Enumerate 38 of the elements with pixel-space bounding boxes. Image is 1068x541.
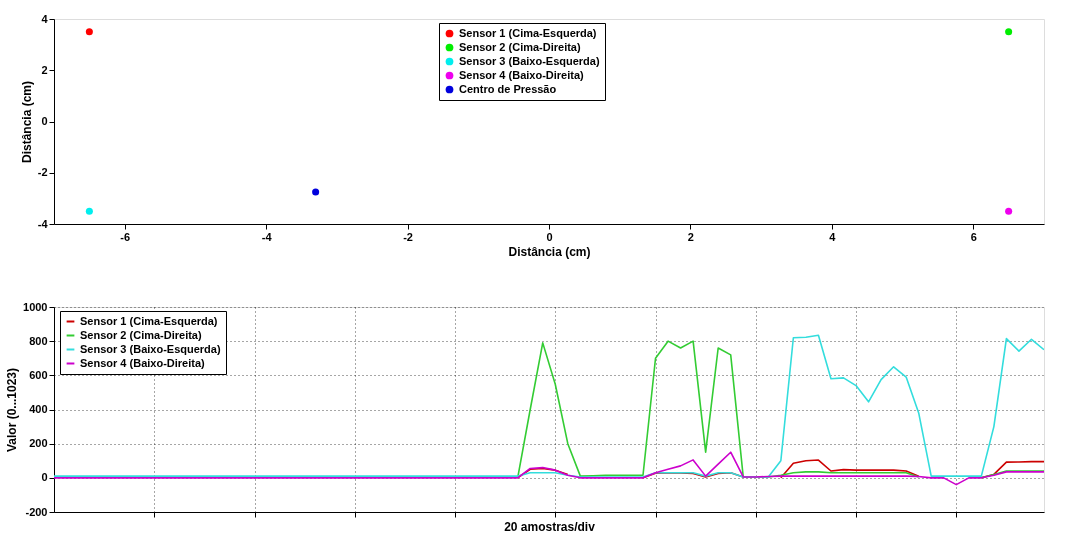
y-tick-label: -2 bbox=[37, 166, 48, 179]
y-tick-label: 200 bbox=[29, 437, 48, 450]
x-axis-title: 20 amostras/div bbox=[504, 520, 596, 534]
point bbox=[85, 28, 93, 36]
x-tick-label: 4 bbox=[829, 230, 837, 243]
y-tick-label: -200 bbox=[25, 505, 48, 518]
y-tick-label: 600 bbox=[29, 368, 48, 381]
point bbox=[312, 188, 320, 196]
y-tick-label: -4 bbox=[37, 217, 49, 230]
y-tick-label: 0 bbox=[41, 115, 48, 127]
x-tick-label: -4 bbox=[261, 230, 273, 243]
y-tick-label: 800 bbox=[29, 334, 48, 347]
x-tick-label: -2 bbox=[403, 230, 413, 243]
x-tick-label: -6 bbox=[120, 230, 131, 243]
x-axis-title: Distância (cm) bbox=[508, 244, 591, 259]
legend-label: Sensor 4 (Baixo-Direita) bbox=[459, 68, 585, 81]
legend-label: Sensor 3 (Baixo-Esquerda) bbox=[459, 54, 600, 67]
x-tick-label: 2 bbox=[687, 230, 694, 243]
legend-label: Sensor 1 (Cima-Esquerda) bbox=[459, 26, 597, 39]
y-tick-label: 400 bbox=[29, 403, 48, 415]
legend-label: Centro de Pressão bbox=[459, 82, 557, 95]
y-axis-title: Distância (cm) bbox=[19, 80, 34, 164]
line-series bbox=[54, 451, 1044, 486]
legend-label: Sensor 1 (Cima-Esquerda) bbox=[80, 314, 218, 327]
y-tick-label: 4 bbox=[41, 12, 49, 25]
legend-label: Sensor 2 (Cima-Direita) bbox=[80, 328, 202, 341]
x-tick-label: 0 bbox=[546, 230, 553, 243]
y-axis-title: Valor (0...1023) bbox=[5, 367, 20, 453]
x-tick-label: 6 bbox=[970, 230, 977, 243]
y-tick-label: 1000 bbox=[23, 300, 48, 313]
legend-label: Sensor 2 (Cima-Direita) bbox=[459, 40, 581, 53]
point bbox=[1005, 207, 1013, 215]
y-tick-label: 2 bbox=[41, 63, 48, 76]
y-tick-label: 0 bbox=[41, 471, 48, 484]
legend-label: Sensor 3 (Baixo-Esquerda) bbox=[80, 342, 221, 355]
legend-label: Sensor 4 (Baixo-Direita) bbox=[80, 356, 206, 369]
point bbox=[1005, 28, 1013, 36]
point bbox=[85, 207, 93, 215]
